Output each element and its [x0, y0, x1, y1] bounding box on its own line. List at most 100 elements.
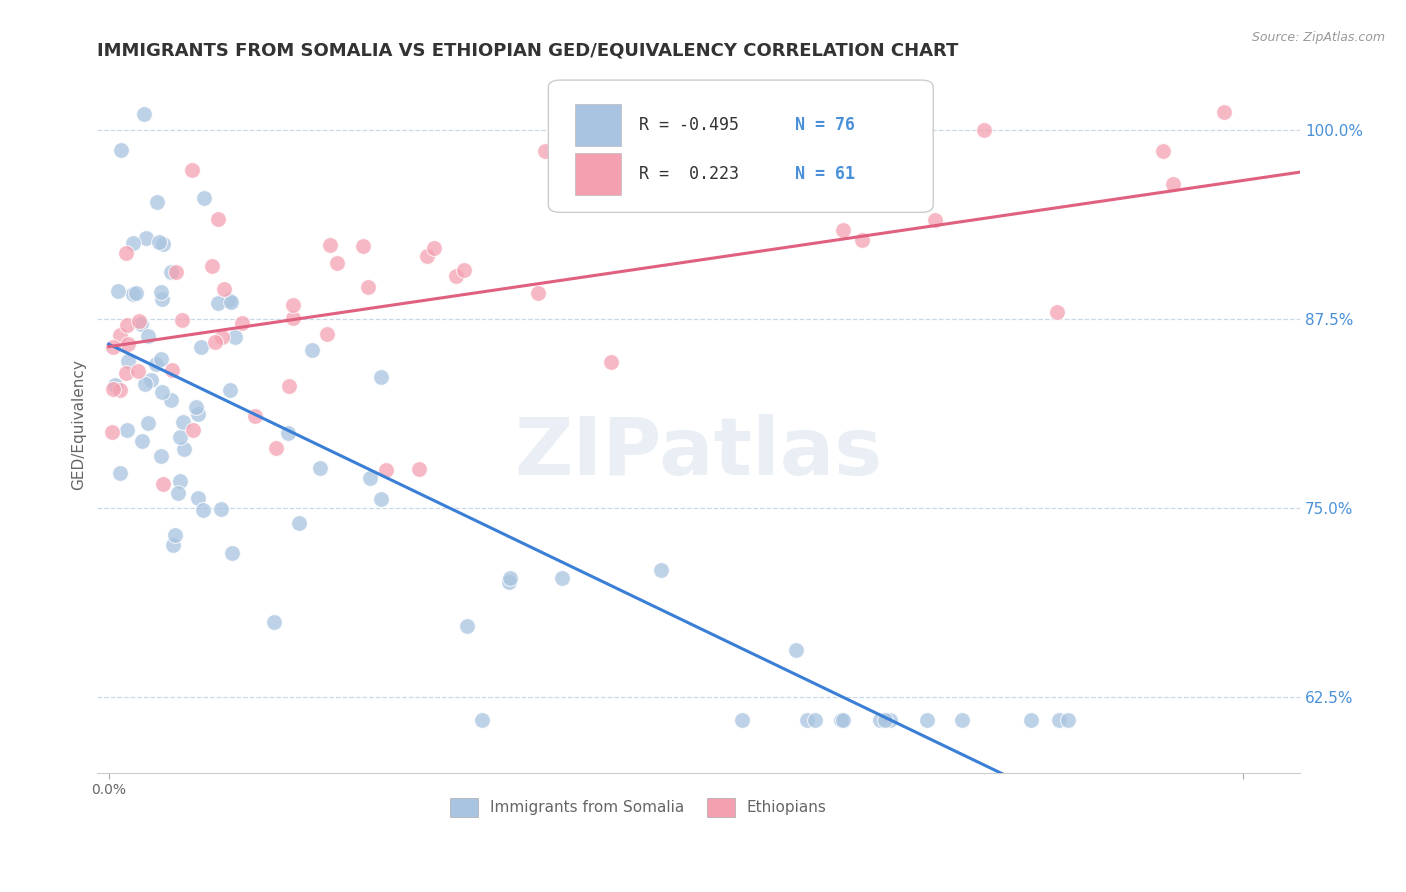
Point: [879, 713, 901, 727]
Point: [152, 384, 174, 399]
Point: [170, 312, 193, 326]
Point: [551, 570, 574, 584]
Point: [101, 340, 124, 354]
Point: [211, 330, 233, 344]
Point: [101, 425, 124, 439]
Point: [201, 259, 224, 273]
Point: [110, 466, 132, 480]
Point: [243, 409, 266, 423]
Y-axis label: GED/Equivalency: GED/Equivalency: [72, 359, 86, 490]
Point: [190, 340, 212, 354]
Point: [165, 265, 187, 279]
Point: [219, 295, 242, 310]
Point: [408, 462, 430, 476]
Point: [831, 223, 853, 237]
Point: [172, 416, 194, 430]
Point: [1057, 713, 1080, 727]
Point: [277, 425, 299, 440]
Point: [107, 284, 129, 298]
Point: [264, 442, 287, 456]
Point: [711, 159, 734, 173]
Point: [131, 434, 153, 448]
Point: [193, 191, 215, 205]
Point: [125, 285, 148, 300]
Point: [150, 351, 173, 366]
Point: [181, 162, 204, 177]
Point: [650, 563, 672, 577]
Point: [110, 143, 132, 157]
Point: [103, 378, 125, 392]
Point: [785, 642, 807, 657]
Point: [132, 107, 155, 121]
Point: [169, 430, 191, 444]
Point: [534, 144, 557, 158]
Point: [900, 195, 922, 210]
Text: N = 61: N = 61: [794, 165, 855, 183]
Point: [101, 382, 124, 396]
Point: [122, 235, 145, 250]
Point: [832, 713, 855, 727]
Point: [135, 231, 157, 245]
Point: [160, 265, 183, 279]
Point: [162, 538, 184, 552]
Point: [950, 713, 973, 727]
Point: [422, 241, 444, 255]
Point: [128, 314, 150, 328]
Point: [145, 357, 167, 371]
Point: [122, 286, 145, 301]
Point: [212, 282, 235, 296]
Point: [184, 400, 207, 414]
FancyBboxPatch shape: [575, 104, 620, 146]
Point: [129, 317, 152, 331]
Point: [160, 363, 183, 377]
Point: [416, 249, 439, 263]
Point: [149, 449, 172, 463]
Point: [326, 256, 349, 270]
Point: [1019, 713, 1042, 727]
Point: [471, 713, 494, 727]
Point: [108, 384, 131, 398]
Point: [370, 491, 392, 506]
Point: [375, 463, 398, 477]
Point: [141, 373, 163, 387]
Point: [183, 423, 205, 437]
Point: [359, 471, 381, 485]
Point: [207, 296, 229, 310]
Point: [804, 713, 827, 727]
Point: [219, 383, 242, 397]
Point: [187, 407, 209, 421]
Point: [869, 713, 891, 727]
Legend: Immigrants from Somalia, Ethiopians: Immigrants from Somalia, Ethiopians: [443, 790, 834, 824]
Point: [839, 184, 862, 198]
Point: [456, 619, 478, 633]
Point: [278, 379, 301, 393]
Point: [1047, 713, 1070, 727]
Point: [231, 316, 253, 330]
Point: [316, 326, 339, 341]
Point: [108, 327, 131, 342]
Point: [224, 329, 246, 343]
Text: IMMIGRANTS FROM SOMALIA VS ETHIOPIAN GED/EQUIVALENCY CORRELATION CHART: IMMIGRANTS FROM SOMALIA VS ETHIOPIAN GED…: [97, 42, 959, 60]
Point: [138, 329, 160, 343]
Point: [370, 370, 392, 384]
Point: [187, 491, 209, 505]
Point: [150, 292, 173, 306]
Point: [796, 713, 818, 727]
Text: R =  0.223: R = 0.223: [638, 165, 738, 183]
Point: [173, 442, 195, 456]
Point: [352, 238, 374, 252]
FancyBboxPatch shape: [575, 153, 620, 195]
Point: [281, 310, 304, 325]
Point: [169, 474, 191, 488]
Point: [1305, 92, 1327, 106]
Point: [148, 235, 170, 250]
Point: [191, 503, 214, 517]
Point: [1161, 177, 1184, 191]
Point: [915, 713, 938, 727]
Point: [1336, 174, 1358, 188]
Point: [318, 237, 340, 252]
Point: [115, 318, 138, 332]
Point: [288, 516, 311, 530]
Point: [209, 501, 232, 516]
Point: [150, 285, 173, 299]
